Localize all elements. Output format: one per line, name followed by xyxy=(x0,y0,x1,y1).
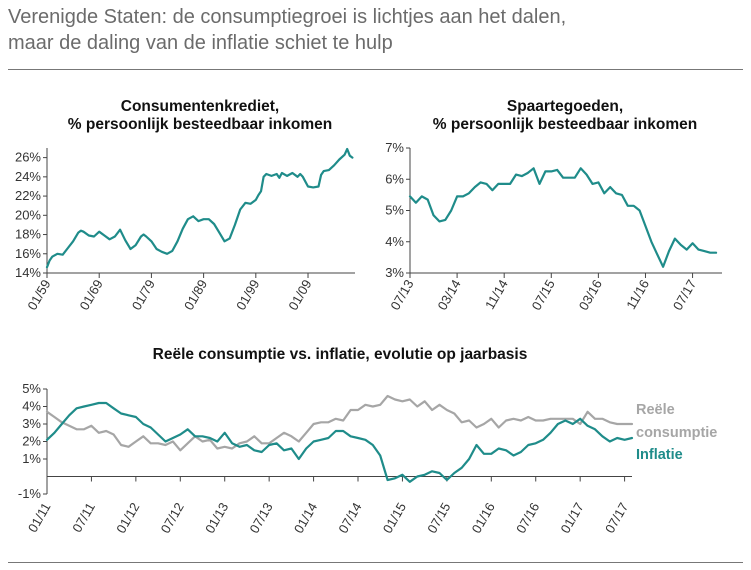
consumption_inflation-x-tick-label: 01/15 xyxy=(380,500,409,536)
savings-x-tick-label: 11/14 xyxy=(482,277,511,312)
page-title-line-2: maar de daling van de inflatie schiet te… xyxy=(8,32,393,54)
savings-chart-title: Spaartegoeden, % persoonlijk besteedbaar… xyxy=(385,98,745,134)
credit-x-tick-label: 01/89 xyxy=(181,277,210,313)
consumption-series-label-line-2: consumptie xyxy=(636,425,717,441)
consumption_inflation-y-tick-label: -1% xyxy=(18,486,42,501)
savings-x-tick-label: 03/14 xyxy=(434,277,463,313)
consumption_inflation-series-line-2 xyxy=(45,401,634,483)
savings-y-tick-label: 3% xyxy=(385,265,404,280)
consumption_inflation-x-tick-label: 07/12 xyxy=(158,500,187,536)
credit-chart-title-line-2: % persoonlijk besteedbaar inkomen xyxy=(67,116,333,133)
consumption_inflation-x-tick-label: 07/15 xyxy=(424,500,453,536)
credit-y-tick-label: 20% xyxy=(15,207,41,222)
consumption_inflation-x-tick-label: 01/12 xyxy=(113,500,142,536)
credit-y-tick-label: 16% xyxy=(15,246,41,261)
credit-x-tick-label: 01/59 xyxy=(24,277,53,313)
consumption_inflation-y-tick-label: 5% xyxy=(22,381,41,396)
credit-y-tick-label: 24% xyxy=(15,169,41,184)
savings-chart-title-line-2: % persoonlijk besteedbaar inkomen xyxy=(432,116,698,133)
consumption_inflation-x-tick-label: 07/16 xyxy=(513,500,542,536)
inflation-series-label: Inflatie xyxy=(636,447,683,463)
savings-series-line-1 xyxy=(408,167,718,268)
page-title: Verenigde Staten: de consumptiegroei is … xyxy=(8,4,566,56)
consumption_inflation-y-tick-label: 2% xyxy=(22,434,41,449)
consumption_inflation-y-tick-label: 3% xyxy=(22,416,41,431)
consumption_inflation-series-line-1 xyxy=(45,394,634,452)
credit-y-tick-label: 18% xyxy=(15,227,41,242)
savings-chart-title-line-1: Spaartegoeden, xyxy=(506,98,624,115)
consumption_inflation-x-tick-label: 07/14 xyxy=(335,500,364,536)
savings-x-tick-label: 07/13 xyxy=(387,277,416,313)
consumption_inflation-x-tick-label: 01/14 xyxy=(291,500,320,536)
bottom-divider xyxy=(8,562,743,563)
credit-y-tick-label: 14% xyxy=(15,265,41,280)
savings-y-tick-label: 5% xyxy=(385,203,404,218)
top-divider xyxy=(8,69,743,70)
credit-y-tick-label: 22% xyxy=(15,188,41,203)
savings-x-tick-label: 07/15 xyxy=(529,277,558,313)
credit-series-line-1 xyxy=(45,147,354,269)
consumption_inflation-x-tick-label: 01/13 xyxy=(202,500,231,536)
page-title-line-1: Verenigde Staten: de consumptiegroei is … xyxy=(8,6,567,28)
credit-chart-title: Consumentenkrediet, % persoonlijk bestee… xyxy=(20,98,380,134)
savings-x-tick-label: 03/16 xyxy=(576,277,605,313)
consumption_inflation-x-tick-label: 01/11 xyxy=(25,500,54,535)
credit-x-tick-label: 01/09 xyxy=(285,277,314,313)
credit-chart-title-line-1: Consumentenkrediet, xyxy=(120,98,280,115)
consumption_inflation-x-tick-label: 07/17 xyxy=(602,500,631,536)
consumption_inflation-y-tick-label: 1% xyxy=(22,451,41,466)
savings-x-tick-label: 11/16 xyxy=(623,277,652,312)
consumption_inflation-y-tick-label: 4% xyxy=(22,399,41,414)
consumption_inflation-x-tick-label: 07/11 xyxy=(69,500,98,535)
consumption-chart-title-text: Reële consumptie vs. inflatie, evolutie … xyxy=(152,346,528,363)
credit-x-tick-label: 01/99 xyxy=(233,277,262,313)
savings-y-tick-label: 7% xyxy=(385,140,404,155)
credit-x-tick-label: 01/69 xyxy=(77,277,106,313)
consumption_inflation-x-tick-label: 07/13 xyxy=(246,500,275,536)
consumption-series-label-line-1: Reële xyxy=(636,402,675,418)
savings-x-tick-label: 07/17 xyxy=(670,277,699,313)
savings-y-tick-label: 4% xyxy=(385,234,404,249)
credit-x-tick-label: 01/79 xyxy=(129,277,158,313)
consumption_inflation-x-tick-label: 01/16 xyxy=(469,500,498,536)
consumption-chart-title: Reële consumptie vs. inflatie, evolutie … xyxy=(70,346,610,364)
consumption_inflation-x-tick-label: 01/17 xyxy=(557,500,586,536)
savings-y-tick-label: 6% xyxy=(385,171,404,186)
credit-y-tick-label: 26% xyxy=(15,150,41,165)
